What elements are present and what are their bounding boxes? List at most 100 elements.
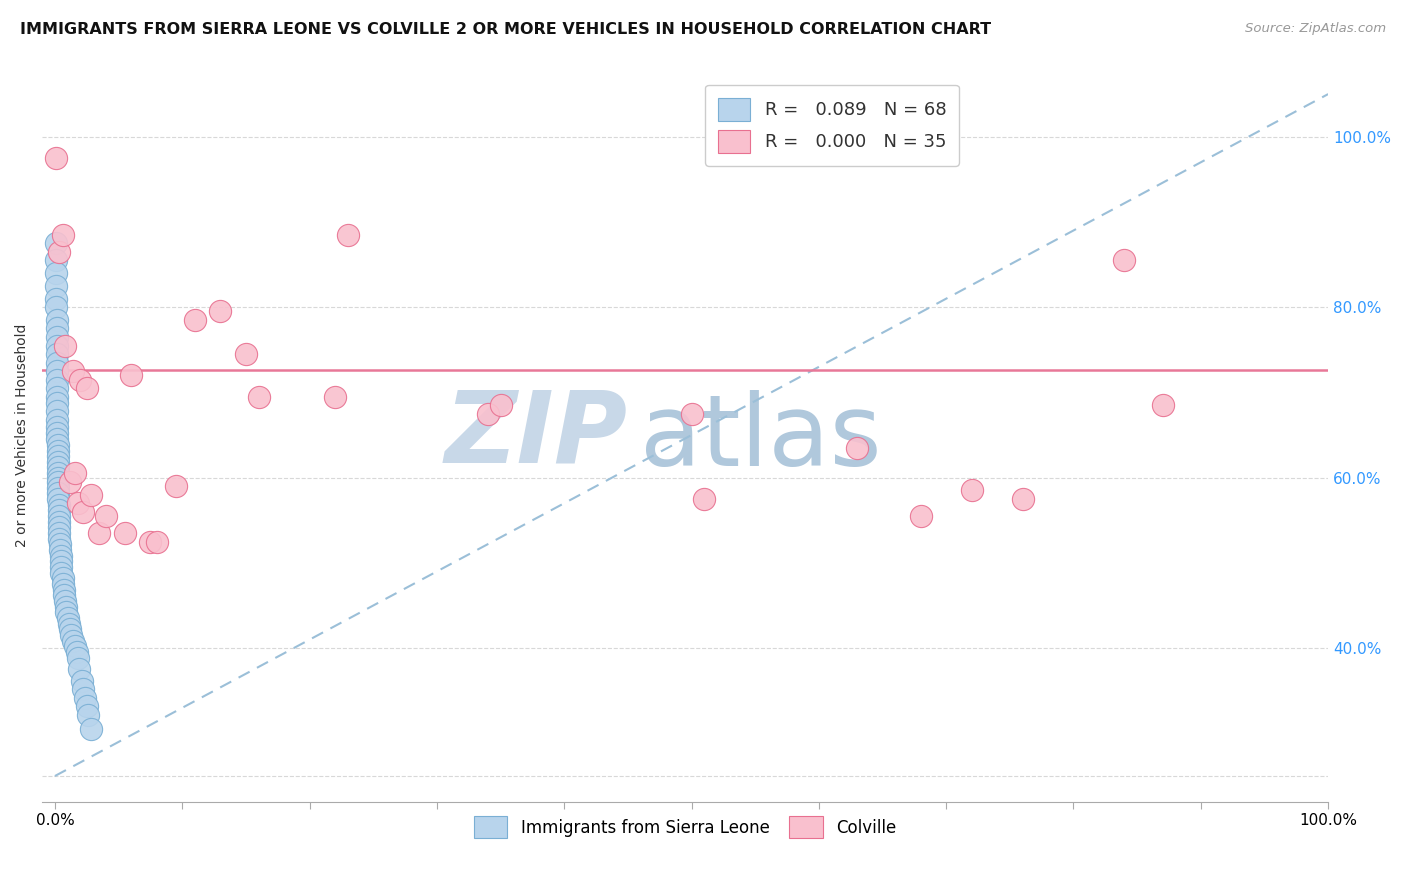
Point [70,673,93,688]
Point [1114,253,1136,268]
Point [489,398,512,412]
Point [58,617,80,632]
Point [336,227,359,242]
Point [477,407,499,421]
Point [51,566,73,581]
Point [72,681,94,696]
Point [45,151,67,165]
Point [46,471,69,485]
Point [66,651,89,665]
Point [48,491,70,506]
Point [48,526,70,541]
Point [49,543,72,558]
Point [46,381,69,395]
Point [46,419,69,434]
Point [323,390,346,404]
Point [65,467,87,481]
Point [51,554,73,568]
Point [114,526,136,541]
Point [62,634,84,648]
Point [55,605,77,619]
Point [79,488,101,502]
Point [146,534,169,549]
Point [46,364,69,378]
Point [46,426,69,441]
Point [45,266,67,280]
Point [77,707,100,722]
Point [45,347,67,361]
Point [53,594,76,608]
Point [209,304,232,318]
Point [60,628,83,642]
Point [910,509,932,524]
Point [45,313,67,327]
Point [52,588,75,602]
Point [52,583,75,598]
Point [48,509,70,524]
Point [75,690,97,705]
Point [48,515,70,529]
Point [1152,398,1174,412]
Point [46,475,69,489]
Point [51,560,73,574]
Point [45,236,67,251]
Text: atlas: atlas [640,390,882,487]
Point [94,509,117,524]
Text: ZIP: ZIP [444,386,627,483]
Point [48,486,70,500]
Point [51,577,73,591]
Point [79,722,101,736]
Point [55,600,77,615]
Point [48,498,70,512]
Point [46,438,69,452]
Text: Source: ZipAtlas.com: Source: ZipAtlas.com [1246,22,1386,36]
Point [59,475,82,489]
Point [69,373,91,387]
Point [76,381,98,395]
Point [693,491,716,506]
Point [1011,491,1033,506]
Point [184,313,207,327]
Point [139,534,162,549]
Point [46,466,69,480]
Point [46,395,69,409]
Point [45,253,67,268]
Point [89,526,111,541]
Point [45,278,67,293]
Point [46,444,69,458]
Point [235,347,257,361]
Point [48,503,70,517]
Point [46,413,69,427]
Point [62,364,84,378]
Point [67,663,90,677]
Point [46,432,69,446]
Point [45,338,67,352]
Point [56,611,79,625]
Point [48,532,70,546]
Point [49,537,72,551]
Point [45,330,67,344]
Point [48,244,70,259]
Point [46,390,69,404]
Point [46,355,69,369]
Point [45,292,67,306]
Point [72,505,94,519]
Point [46,373,69,387]
Point [960,483,983,498]
Point [76,699,98,714]
Point [65,640,87,654]
Point [46,404,69,418]
Point [65,645,87,659]
Point [681,407,703,421]
Point [46,460,69,475]
Point [51,571,73,585]
Point [46,455,69,469]
Point [53,338,76,352]
Point [49,549,72,563]
Point [48,520,70,534]
Point [45,321,67,335]
Point [120,368,142,383]
Y-axis label: 2 or more Vehicles in Household: 2 or more Vehicles in Household [15,324,30,547]
Point [66,496,89,510]
Text: IMMIGRANTS FROM SIERRA LEONE VS COLVILLE 2 OR MORE VEHICLES IN HOUSEHOLD CORRELA: IMMIGRANTS FROM SIERRA LEONE VS COLVILLE… [20,22,991,37]
